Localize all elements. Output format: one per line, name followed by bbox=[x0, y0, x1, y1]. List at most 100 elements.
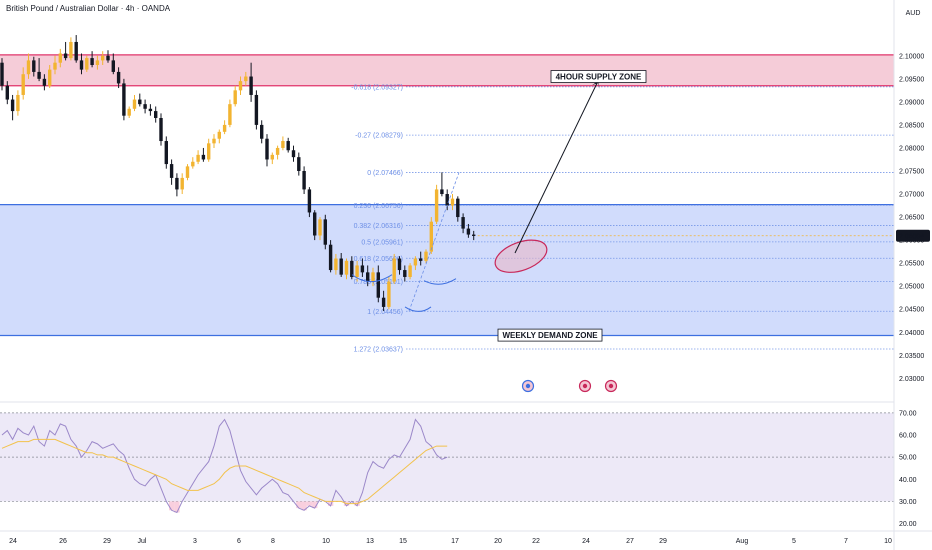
candle-body bbox=[0, 62, 4, 86]
date-tick-label: 5 bbox=[792, 538, 796, 545]
price-tick-label: 2.05000 bbox=[899, 284, 924, 291]
candle bbox=[5, 81, 9, 105]
candle-body bbox=[408, 265, 412, 277]
candle bbox=[286, 137, 290, 153]
candle bbox=[148, 104, 153, 116]
candle-body bbox=[302, 170, 306, 190]
candle bbox=[381, 290, 386, 312]
candle-body bbox=[26, 60, 31, 75]
candle-body bbox=[376, 272, 380, 298]
candle-body bbox=[445, 194, 449, 206]
candle-body bbox=[32, 60, 36, 72]
candle bbox=[228, 99, 232, 128]
candle-body bbox=[48, 69, 52, 86]
candle bbox=[249, 62, 253, 102]
candle bbox=[323, 214, 327, 250]
event-flag-dot bbox=[582, 383, 588, 389]
candle bbox=[53, 55, 57, 75]
candle bbox=[191, 157, 195, 169]
candle bbox=[360, 258, 365, 277]
price-tick-label: 2.10000 bbox=[899, 53, 924, 60]
rsi-oversold-fill bbox=[306, 501, 313, 506]
price-tick-label: 2.07500 bbox=[899, 168, 924, 175]
candle-body bbox=[260, 124, 264, 139]
candle bbox=[344, 258, 349, 280]
candle bbox=[201, 147, 206, 162]
candle bbox=[445, 189, 449, 211]
candle-body bbox=[143, 104, 147, 109]
candle-body bbox=[244, 76, 248, 82]
candle bbox=[392, 253, 396, 284]
rsi-oversold-fill bbox=[169, 501, 175, 511]
price-tick-label: 2.08000 bbox=[899, 145, 924, 152]
candle-body bbox=[164, 141, 168, 165]
price-tick-label: 2.03500 bbox=[899, 353, 924, 360]
price-tick-label: 2.08500 bbox=[899, 122, 924, 129]
candle bbox=[101, 51, 105, 66]
zone-label-box bbox=[497, 328, 603, 342]
candle-body bbox=[79, 60, 84, 70]
economic-events[interactable] bbox=[521, 379, 618, 393]
supply-zone bbox=[0, 54, 894, 86]
candle bbox=[366, 265, 370, 287]
candle-body bbox=[434, 189, 439, 222]
candle-body bbox=[466, 228, 471, 235]
candle-body bbox=[10, 99, 15, 112]
date-tick-label: 6 bbox=[237, 538, 241, 545]
candle-body bbox=[196, 154, 200, 162]
candle-body bbox=[217, 131, 221, 139]
candle bbox=[26, 53, 31, 79]
candle-body bbox=[249, 76, 253, 95]
candle bbox=[419, 251, 423, 266]
candle bbox=[95, 55, 100, 70]
price-tick-label: 2.04500 bbox=[899, 307, 924, 314]
candle-body bbox=[281, 141, 285, 148]
date-axis[interactable]: 24 26 29 Jul 3 6 8 10 13 15 17 20 22 24 27 29 Aug 5 7 10 bbox=[9, 538, 892, 545]
fib-level-label: 0.382 (2.06316) bbox=[354, 223, 403, 230]
candle-body bbox=[291, 150, 296, 158]
arrow-head bbox=[592, 81, 600, 90]
candle bbox=[79, 53, 84, 75]
date-tick-label: 17 bbox=[451, 538, 459, 545]
candle bbox=[159, 113, 163, 146]
candle-body bbox=[392, 258, 396, 282]
event-flag-icon[interactable] bbox=[521, 379, 535, 393]
candle bbox=[281, 136, 285, 151]
candle-body bbox=[185, 166, 190, 178]
candle-body bbox=[313, 212, 317, 236]
price-tick-label: 2.03000 bbox=[899, 376, 924, 383]
rsi-tick-label: 70.00 bbox=[899, 410, 917, 417]
candle bbox=[0, 58, 4, 91]
event-flag-icon[interactable] bbox=[604, 379, 618, 393]
bottom-curve bbox=[404, 306, 432, 312]
candle-body bbox=[69, 41, 73, 59]
candle-body bbox=[238, 81, 243, 91]
candle-body bbox=[228, 104, 232, 125]
date-tick-label: 27 bbox=[626, 538, 634, 545]
rsi-tick-label: 40.00 bbox=[899, 477, 917, 484]
rsi-panel: 70.00 60.00 50.00 40.00 30.00 20.00 bbox=[0, 410, 917, 528]
candle bbox=[48, 65, 52, 89]
candle-body bbox=[323, 219, 327, 245]
date-tick-label: 8 bbox=[271, 538, 275, 545]
candle-body bbox=[429, 221, 433, 252]
candlestick-series bbox=[0, 35, 476, 312]
candle-body bbox=[334, 258, 338, 271]
fib-level-label: -0.618 (2.09327) bbox=[351, 84, 403, 91]
candle-body bbox=[424, 251, 428, 261]
fib-level-label: 0.618 (2.05606) bbox=[354, 256, 403, 263]
bottom-curve bbox=[423, 278, 457, 285]
candle bbox=[69, 37, 73, 61]
event-flag-icon[interactable] bbox=[578, 379, 592, 393]
bottom-curve bbox=[351, 274, 393, 283]
candle bbox=[42, 74, 47, 91]
candle bbox=[233, 85, 237, 107]
candle bbox=[429, 217, 433, 254]
currency-label: AUD bbox=[906, 10, 921, 17]
candle-body bbox=[381, 297, 386, 307]
candle-body bbox=[339, 258, 343, 275]
candle bbox=[106, 50, 110, 63]
fib-trend-line bbox=[408, 172, 460, 312]
